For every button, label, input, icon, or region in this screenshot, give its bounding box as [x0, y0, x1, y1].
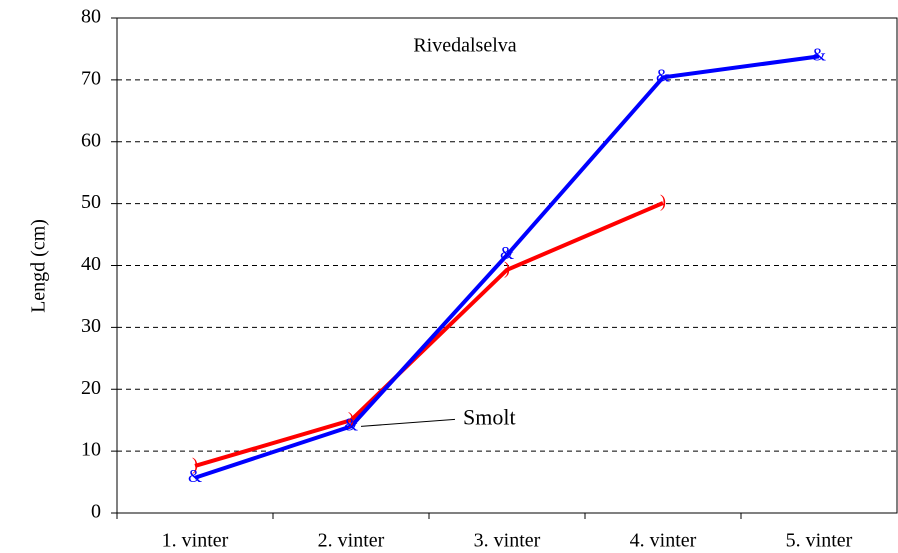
y-tick-label: 70 [81, 67, 101, 89]
annotation: Smolt [463, 404, 516, 429]
x-tick-label: 5. vinter [786, 530, 853, 552]
point-marker: & [656, 66, 670, 86]
x-tick-label: 1. vinter [162, 530, 229, 552]
point-marker: ) [192, 454, 198, 475]
y-tick-label: 50 [81, 191, 101, 213]
point-marker: & [344, 415, 358, 435]
y-tick-label: 30 [81, 315, 101, 337]
plot-frame [116, 17, 898, 514]
point-marker: & [500, 243, 514, 263]
x-tick-label: 2. vinter [318, 530, 385, 552]
y-tick-label: 10 [81, 439, 101, 461]
y-tick-label: 20 [81, 377, 101, 399]
point-marker: ) [348, 408, 354, 429]
point-marker: ) [504, 258, 510, 279]
point-marker: ) [660, 191, 666, 212]
y-tick-label: 60 [81, 129, 101, 151]
y-axis-label: Lengd (cm) [28, 219, 50, 313]
point-marker: & [812, 44, 826, 64]
series-line [194, 201, 664, 468]
y-tick-label: 40 [81, 253, 101, 275]
point-marker: & [188, 466, 202, 486]
y-tick-label: 80 [81, 6, 101, 28]
y-tick-label: 0 [91, 501, 101, 523]
annotation-leader [360, 418, 456, 427]
x-tick-label: 4. vinter [630, 530, 697, 552]
x-tick-label: 3. vinter [474, 530, 541, 552]
series-line [194, 54, 820, 480]
chart-title: Rivedalselva [413, 35, 516, 57]
